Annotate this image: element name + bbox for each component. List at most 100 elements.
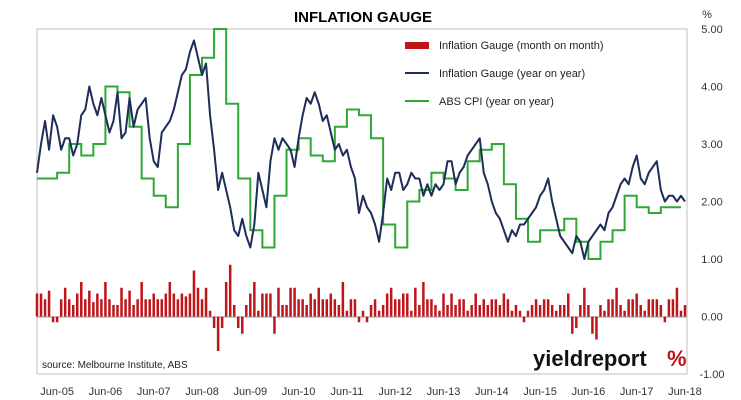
mom-bar <box>140 282 143 317</box>
mom-bar <box>132 305 135 317</box>
mom-bar <box>550 305 554 317</box>
mom-bar <box>647 299 651 317</box>
x-tick-label: Jun-09 <box>233 386 267 398</box>
mom-bar <box>466 310 469 317</box>
mom-bar <box>245 305 248 317</box>
mom-bar <box>325 299 329 317</box>
mom-bar <box>92 302 95 317</box>
mom-bar <box>188 293 192 317</box>
brand-percent-symbol: % <box>667 346 687 371</box>
mom-bar <box>204 287 208 317</box>
mom-bar <box>510 310 514 317</box>
mom-bar <box>361 310 365 317</box>
mom-bar <box>212 316 216 328</box>
mom-bar <box>534 299 538 317</box>
y-tick-label: 2.00 <box>701 197 722 209</box>
mom-bar <box>546 299 550 317</box>
mom-bar <box>663 316 667 323</box>
y-tick-label: 1.00 <box>701 254 722 266</box>
mom-bar <box>393 299 397 317</box>
mom-bar <box>454 305 457 317</box>
mom-bar <box>502 293 506 317</box>
source-note: source: Melbourne Institute, ABS <box>42 360 188 371</box>
x-tick-label: Jun-12 <box>378 386 412 398</box>
mom-bar <box>285 305 288 317</box>
mom-bar <box>615 287 618 317</box>
mom-bar <box>67 299 71 317</box>
legend-swatch-mom <box>405 42 429 49</box>
y-tick-label: 4.00 <box>701 82 722 94</box>
mom-bar <box>385 293 389 317</box>
mom-bar <box>297 299 300 317</box>
mom-bar <box>607 299 610 317</box>
legend: Inflation Gauge (month on month) Inflati… <box>405 40 603 108</box>
mom-bar <box>558 305 562 317</box>
y-tick-label: 5.00 <box>701 24 722 36</box>
mom-bar <box>313 299 316 317</box>
mom-bar <box>442 293 445 317</box>
mom-bar <box>160 299 164 317</box>
mom-bar <box>241 316 244 334</box>
mom-bar <box>438 310 441 317</box>
x-tick-label: Jun-17 <box>620 386 654 398</box>
mom-bar <box>474 293 477 317</box>
x-tick-label: Jun-07 <box>137 386 171 398</box>
x-tick-label: Jun-10 <box>282 386 316 398</box>
x-tick-label: Jun-11 <box>330 386 363 398</box>
mom-bar <box>216 316 220 351</box>
mom-bar <box>526 310 530 317</box>
mom-bar <box>341 282 345 317</box>
mom-bar <box>675 287 679 317</box>
mom-bar <box>192 270 196 317</box>
mom-bar <box>659 305 663 317</box>
mom-bar <box>321 299 325 317</box>
x-tick-label: Jun-13 <box>427 386 461 398</box>
mom-bar <box>269 293 272 317</box>
mom-bar <box>667 299 671 317</box>
mom-bar <box>450 293 453 317</box>
mom-bar <box>305 305 308 317</box>
inflation-gauge-yoy-line <box>36 39 686 260</box>
mom-bar <box>120 287 123 317</box>
mom-bar <box>71 305 75 317</box>
mom-bar <box>301 299 304 317</box>
mom-bar <box>43 299 47 317</box>
mom-bar <box>470 305 473 317</box>
mom-bar <box>619 305 622 317</box>
mom-bar <box>651 299 655 317</box>
mom-bar <box>317 287 320 317</box>
mom-bar <box>482 299 485 317</box>
mom-bar <box>144 299 147 317</box>
mom-bar <box>55 316 59 323</box>
unit-label: % <box>702 9 712 21</box>
mom-bar <box>289 287 292 317</box>
mom-bar <box>281 305 284 317</box>
legend-label-abs-cpi: ABS CPI (year on year) <box>439 96 554 108</box>
mom-bar <box>337 305 341 317</box>
mom-bar <box>345 310 349 317</box>
x-axis-ticks: Jun-05 Jun-06 Jun-07 Jun-08 Jun-09 Jun-10 Jun-… <box>40 386 702 398</box>
mom-bar <box>418 305 421 317</box>
mom-bar <box>152 293 155 317</box>
mom-bar <box>104 282 107 317</box>
mom-bar <box>172 293 176 317</box>
mom-bar <box>128 290 131 317</box>
mom-bars <box>35 264 687 351</box>
mom-bar <box>200 299 204 317</box>
mom-bar <box>63 287 67 317</box>
abs-cpi-line <box>37 28 681 260</box>
yieldreport-logo: yieldreport % <box>533 346 687 371</box>
mom-bar <box>679 310 683 317</box>
x-tick-label: Jun-18 <box>668 386 702 398</box>
mom-bar <box>462 299 465 317</box>
mom-bar <box>257 310 260 317</box>
mom-bar <box>265 293 268 317</box>
mom-bar <box>611 299 614 317</box>
mom-bar <box>168 282 172 317</box>
mom-bar <box>406 293 409 317</box>
mom-bar <box>458 299 461 317</box>
mom-bar <box>635 293 638 317</box>
mom-bar <box>591 316 594 334</box>
mom-bar <box>603 310 606 317</box>
mom-bar <box>277 287 280 317</box>
